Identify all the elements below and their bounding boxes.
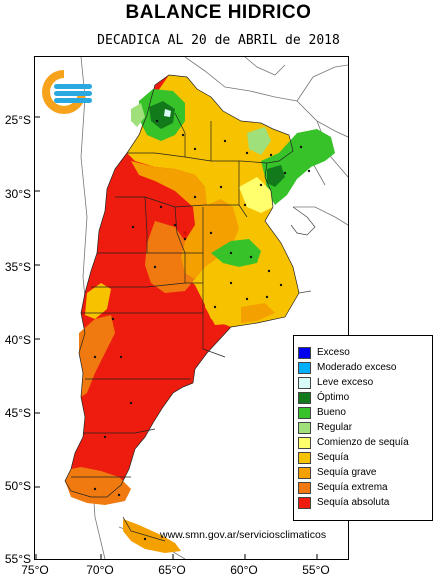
region-sequia-grave-center	[145, 221, 195, 293]
legend-item: Sequía grave	[298, 466, 430, 480]
legend-swatch	[298, 377, 311, 389]
region-sequia-grave-ba	[241, 303, 275, 323]
legend-item: Sequía	[298, 451, 430, 465]
map-title: BALANCE HIDRICO	[125, 2, 312, 23]
axis-ticks	[35, 116, 318, 559]
legend-swatch	[298, 467, 311, 479]
lon-tick-label: 70°O	[86, 563, 114, 577]
lat-tick-label: 25°S	[4, 113, 31, 127]
legend-label: Sequía extrema	[317, 482, 388, 493]
legend-swatch	[298, 362, 311, 374]
legend-label: Moderado exceso	[317, 362, 397, 373]
region-regular-nw	[131, 103, 145, 127]
region-leve-exceso-nw	[164, 109, 171, 117]
legend-swatch	[298, 422, 311, 434]
legend-item: Sequía extrema	[298, 481, 430, 495]
legend-item: Regular	[298, 421, 430, 435]
legend-label: Regular	[317, 422, 353, 433]
legend-label: Sequía	[317, 452, 349, 463]
legend-swatch	[298, 497, 311, 509]
legend-label: Sequía grave	[317, 467, 377, 478]
lon-tick-label: 55°O	[302, 563, 330, 577]
legend-item: Comienzo de sequía	[298, 436, 430, 450]
legend-item: Bueno	[298, 406, 430, 420]
legend-label: Bueno	[317, 407, 346, 418]
legend-swatch	[298, 407, 311, 419]
legend-item: Óptimo	[298, 391, 430, 405]
source-url: www.smn.gov.ar/serviciosclimaticos	[160, 529, 327, 541]
map-legend: Exceso Moderado exceso Leve exceso Óptim…	[293, 335, 433, 521]
lat-tick-label: 30°S	[4, 187, 31, 201]
legend-item: Exceso	[298, 346, 430, 360]
legend-swatch	[298, 392, 311, 404]
legend-item: Sequía absoluta	[298, 496, 430, 510]
region-sequia-extrema-pat	[79, 315, 115, 397]
legend-item: Moderado exceso	[298, 361, 430, 375]
lat-tick-label: 40°S	[4, 333, 31, 347]
legend-label: Exceso	[317, 347, 350, 358]
region-optimo-nw	[149, 101, 175, 129]
legend-swatch	[298, 437, 311, 449]
region-bueno-center	[211, 239, 261, 267]
region-sequia-pat	[85, 283, 111, 319]
lon-tick-label: 75°O	[21, 563, 49, 577]
balance-regions	[65, 75, 335, 553]
lon-tick-label: 60°O	[230, 563, 258, 577]
region-optimo-ne	[267, 165, 285, 187]
region-comienzo-sequia	[239, 177, 273, 213]
region-sequia-grave	[131, 161, 239, 279]
smn-logo-icon	[34, 66, 94, 118]
map-frame	[34, 56, 349, 560]
lat-tick-label: 55°S	[4, 552, 31, 566]
map-subtitle: DECADICA AL 20 de ABRIL de 2018	[97, 33, 340, 48]
legend-label: Comienzo de sequía	[317, 437, 409, 448]
lat-tick-label: 35°S	[4, 260, 31, 274]
lat-tick-label: 50°S	[4, 479, 31, 493]
legend-swatch	[298, 452, 311, 464]
legend-swatch	[298, 347, 311, 359]
lat-tick-label: 45°S	[4, 406, 31, 420]
legend-label: Óptimo	[317, 392, 350, 403]
legend-item: Leve exceso	[298, 376, 430, 390]
region-sequia-extrema-south	[65, 467, 131, 505]
legend-label: Leve exceso	[317, 377, 374, 388]
region-tierra-del-fuego	[123, 519, 181, 553]
lon-tick-label: 65°O	[158, 563, 186, 577]
legend-swatch	[298, 482, 311, 494]
coastline	[290, 206, 316, 294]
weather-stations	[93, 119, 311, 541]
legend-label: Sequía absoluta	[317, 497, 390, 508]
map-canvas	[35, 57, 348, 559]
province-borders	[64, 74, 300, 542]
region-regular-ne	[247, 127, 271, 155]
region-bueno-ne	[261, 129, 335, 205]
